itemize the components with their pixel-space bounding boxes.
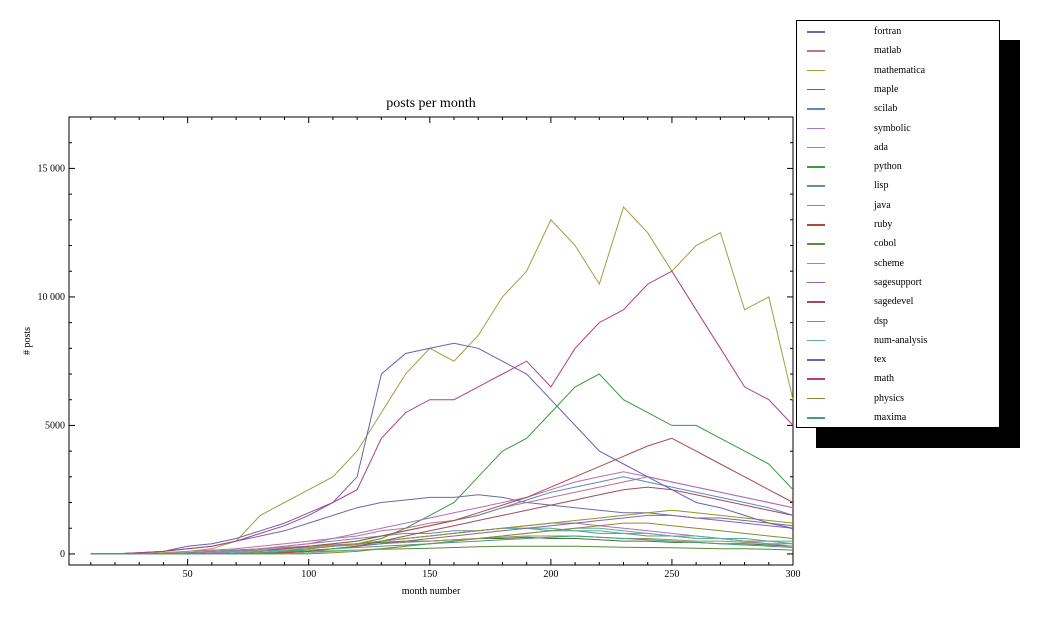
legend-label: lisp: [874, 180, 889, 192]
legend-item-python: python: [797, 159, 997, 175]
series-line-ruby: [90, 437, 794, 555]
legend-swatch: [807, 281, 825, 284]
legend-swatch: [807, 359, 825, 361]
legend-swatch: [807, 108, 825, 110]
x-tick-label: 150: [422, 569, 437, 580]
legend-swatch: [807, 262, 825, 265]
legend-label: cobol: [874, 238, 897, 250]
legend-swatch: [807, 339, 825, 342]
legend-swatch: [807, 146, 825, 149]
legend: fortran matlab mathematica maple scilab symbo…: [796, 20, 1000, 428]
legend-item-sagedevel: sagedevel: [797, 294, 997, 310]
legend-label: java: [874, 199, 891, 211]
legend-label: mathematica: [874, 64, 926, 76]
legend-swatch: [807, 243, 825, 245]
series-line-java: [90, 471, 794, 555]
series-line-math: [90, 270, 794, 555]
y-tick-label: 15 000: [38, 163, 66, 174]
legend-item-maple: maple: [797, 82, 997, 98]
legend-item-symbolic: symbolic: [797, 121, 997, 137]
legend-item-tex: tex: [797, 352, 997, 368]
legend-swatch: [807, 320, 825, 322]
x-tick-label: 250: [664, 569, 679, 580]
y-axis-label: # posts: [22, 327, 33, 355]
series-line-mathematica: [90, 206, 794, 555]
legend-item-scheme: scheme: [797, 256, 997, 272]
legend-swatch: [807, 301, 825, 303]
legend-item-matlab: matlab: [797, 43, 997, 59]
x-tick-label: 300: [786, 569, 801, 580]
x-tick-label: 200: [543, 569, 558, 580]
legend-label: matlab: [874, 45, 902, 57]
legend-item-scilab: scilab: [797, 101, 997, 117]
legend-item-math: math: [797, 371, 997, 387]
legend-label: maxima: [874, 412, 907, 423]
legend-swatch: [807, 88, 825, 91]
legend-label: python: [874, 161, 902, 173]
chart-title: posts per month: [386, 96, 475, 111]
legend-swatch: [807, 50, 825, 52]
legend-label: maple: [874, 83, 899, 95]
series-line-tex: [90, 342, 794, 555]
legend-item-ruby: ruby: [797, 217, 997, 233]
legend-swatch: [807, 127, 825, 129]
legend-item-physics: physics: [797, 391, 997, 407]
x-axis-label: month number: [402, 586, 461, 597]
legend-label: num-analysis: [874, 334, 928, 346]
legend-label: fortran: [874, 26, 902, 37]
legend-item-num-analysis: num-analysis: [797, 333, 997, 349]
legend-swatch: [807, 204, 825, 207]
plot-frame: [68, 116, 794, 566]
legend-label: scilab: [874, 103, 898, 115]
legend-swatch: [807, 397, 825, 400]
legend-label: sagedevel: [874, 296, 914, 308]
x-tick-label: 50: [183, 569, 193, 580]
legend-label: sagesupport: [874, 276, 922, 288]
legend-label: dsp: [874, 315, 888, 327]
series-line-maxima: [90, 535, 794, 555]
legend-label: ruby: [874, 219, 893, 230]
legend-swatch: [807, 69, 825, 72]
legend-item-cobol: cobol: [797, 236, 997, 252]
legend-label: physics: [874, 392, 904, 404]
legend-label: scheme: [874, 257, 904, 269]
legend-label: tex: [874, 354, 887, 366]
y-tick-label: 10 000: [38, 292, 66, 303]
legend-item-mathematica: mathematica: [797, 63, 997, 79]
legend-item-java: java: [797, 198, 997, 214]
legend-swatch: [807, 417, 825, 419]
legend-swatch: [807, 166, 825, 168]
legend-label: ada: [874, 141, 888, 153]
legend-label: symbolic: [874, 122, 911, 134]
legend-item-ada: ada: [797, 140, 997, 156]
legend-item-fortran: fortran: [797, 24, 997, 40]
legend-swatch: [807, 224, 825, 226]
x-tick-label: 100: [301, 569, 316, 580]
legend-item-maxima: maxima: [797, 410, 997, 426]
legend-label: math: [874, 373, 894, 385]
legend-swatch: [807, 185, 825, 187]
legend-item-lisp: lisp: [797, 178, 997, 194]
legend-item-sagesupport: sagesupport: [797, 275, 997, 291]
series-line-physics: [90, 522, 794, 555]
legend-swatch: [807, 31, 825, 33]
y-tick-label: 0: [60, 549, 65, 560]
legend-item-dsp: dsp: [797, 314, 997, 330]
legend-swatch: [807, 378, 825, 380]
y-tick-label: 5000: [45, 420, 65, 431]
